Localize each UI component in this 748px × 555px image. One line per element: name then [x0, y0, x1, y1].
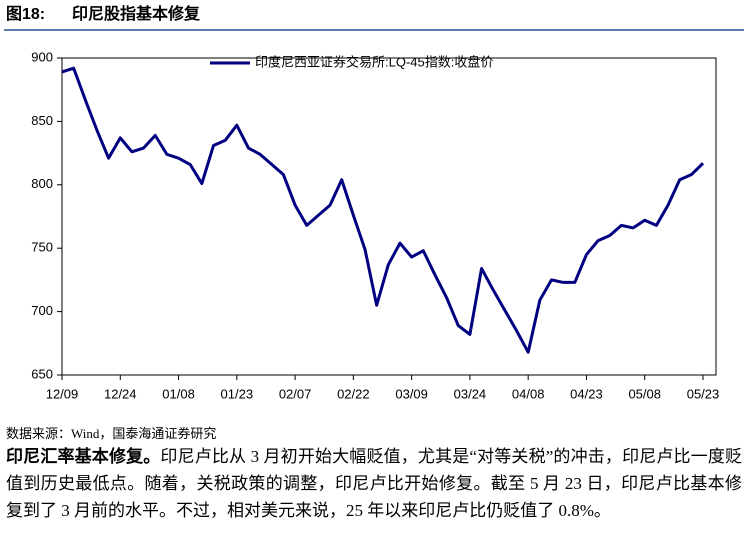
y-tick-label: 800 [31, 176, 53, 191]
x-tick-label: 12/24 [104, 386, 137, 401]
chart: 图18: 印尼股指基本修复 650 700 750 800 850 900 12/09 12/… [4, 4, 744, 401]
body: 印尼卢比从 3 月初开始大幅贬值，尤其是“对等关税”的冲击，印尼卢比一度贬值到历… [6, 447, 743, 520]
y-tick-label: 850 [31, 113, 53, 128]
chart-title: 印尼股指基本修复 [72, 4, 201, 23]
x-tick-label: 05/08 [628, 386, 661, 401]
line-series [61, 66, 705, 354]
x-tick-label: 01/23 [221, 386, 254, 401]
y-tick-label: 900 [31, 49, 53, 64]
source: 数据来源：Wind，国泰海通证券研究 [6, 426, 217, 441]
x-tick-label: 03/24 [454, 386, 487, 401]
lead: 印尼汇率基本修复。 [6, 447, 161, 466]
y-tick-label: 700 [31, 303, 53, 318]
x-tick-label: 02/22 [337, 386, 370, 401]
x-tick-label: 04/08 [512, 386, 545, 401]
y-tick-label: 650 [31, 366, 53, 381]
legend-label: 印度尼西亚证券交易所:LQ-45指数:收盘价 [255, 54, 493, 69]
paragraph: 印尼汇率基本修复。印尼卢比从 3 月初开始大幅贬值，尤其是“对等关税”的冲击，印… [6, 443, 742, 524]
x-tick-label: 05/23 [687, 386, 720, 401]
plot-frame [61, 57, 717, 376]
x-tick-label: 04/23 [570, 386, 603, 401]
x-tick-label: 03/09 [395, 386, 428, 401]
x-tick-label: 01/08 [162, 386, 195, 401]
x-tick-label: 02/07 [279, 386, 312, 401]
y-tick-label: 750 [31, 240, 53, 255]
x-tick-label: 12/09 [46, 386, 79, 401]
figure-label: 图18: [6, 5, 45, 23]
